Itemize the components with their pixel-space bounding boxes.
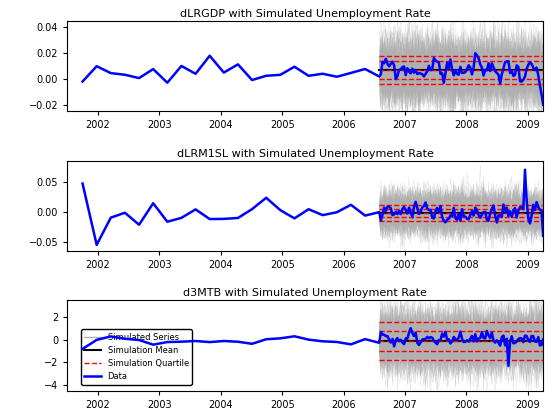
Title: d3MTB with Simulated Unemployment Rate: d3MTB with Simulated Unemployment Rate [183,288,427,298]
Title: dLRM1SL with Simulated Unemployment Rate: dLRM1SL with Simulated Unemployment Rate [177,149,433,159]
Title: dLRGDP with Simulated Unemployment Rate: dLRGDP with Simulated Unemployment Rate [180,9,431,19]
Legend: Simulated Series, Simulation Mean, Simulation Quartile, Data: Simulated Series, Simulation Mean, Simul… [81,329,192,385]
